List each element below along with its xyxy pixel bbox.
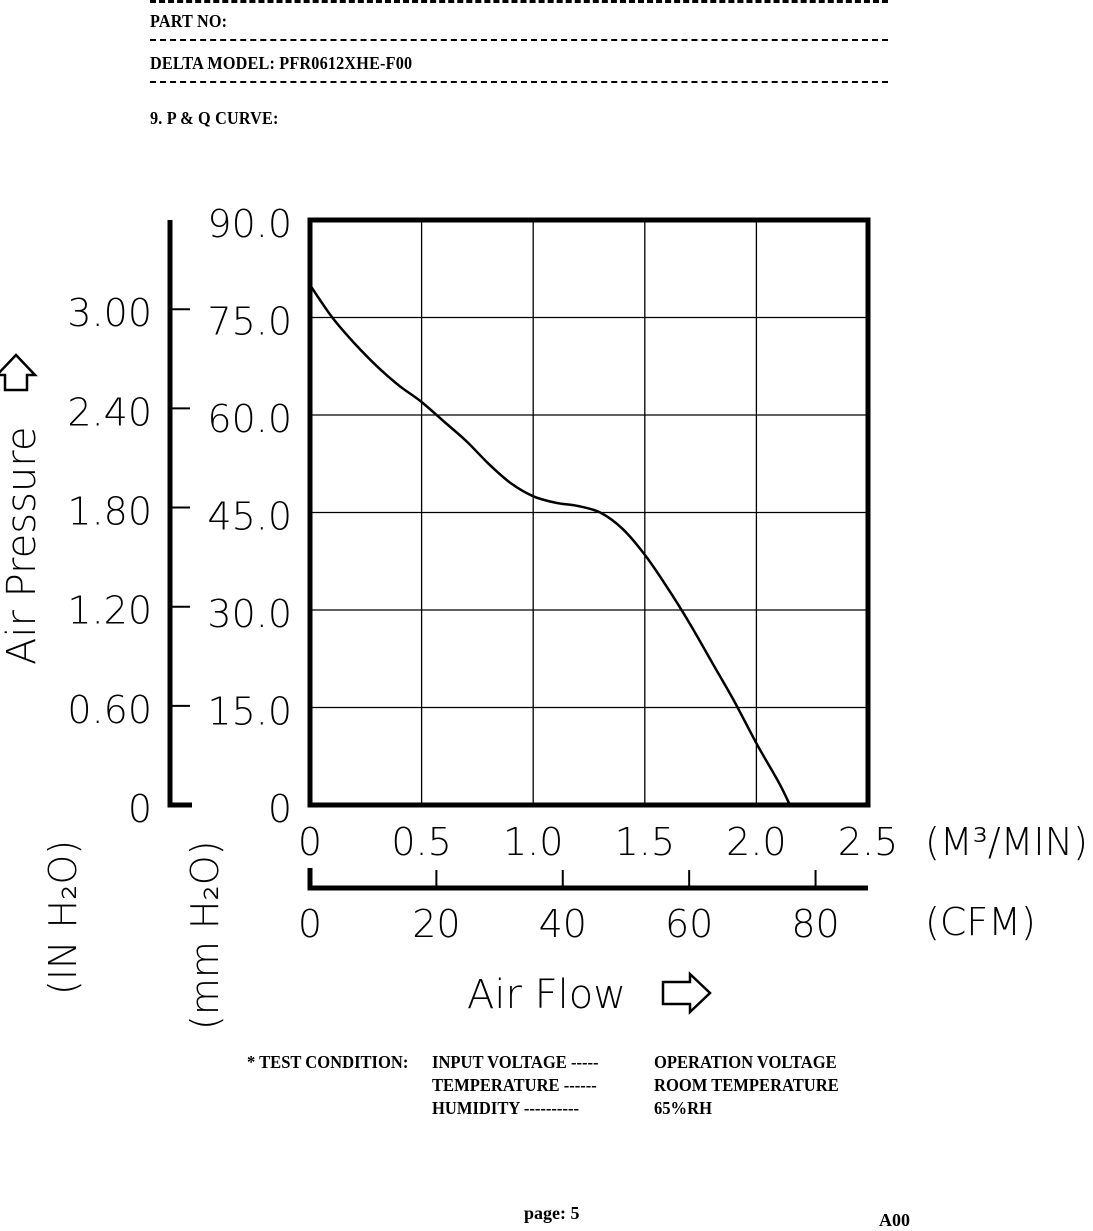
in-h2o-tick-label: 0	[128, 787, 152, 831]
pq-curve-line	[310, 285, 790, 805]
test-condition-name-1: INPUT VOLTAGE -----	[432, 1052, 599, 1073]
in-h2o-tick-label: 1.80	[67, 490, 152, 534]
test-condition-name-3: HUMIDITY ----------	[432, 1098, 579, 1119]
cfm-tick-label: 60	[665, 902, 713, 946]
air-pressure-title: Air Pressure	[0, 427, 45, 665]
m3-min-tick-label: 0.5	[391, 820, 451, 864]
mm-h2o-tick-label: 90.0	[207, 202, 292, 246]
test-condition-value-3: 65%RH	[654, 1098, 712, 1119]
test-condition-value-1: OPERATION VOLTAGE	[654, 1052, 837, 1073]
mm-h2o-unit-group: (mm H₂O)	[183, 841, 227, 1030]
mm-h2o-tick-label: 60.0	[207, 397, 292, 441]
m3-min-tick-label: 2.5	[838, 820, 898, 864]
test-condition-label: * TEST CONDITION:	[247, 1052, 408, 1073]
in-h2o-tick-label: 0.60	[67, 688, 152, 732]
cfm-tick-label: 0	[298, 902, 322, 946]
air-flow-arrow-icon	[663, 974, 710, 1012]
cfm-tick-label: 40	[539, 902, 587, 946]
m3-min-tick-label: 0	[298, 820, 322, 864]
mm-h2o-tick-label: 0	[268, 787, 292, 831]
test-condition-name-2: TEMPERATURE ------	[432, 1075, 597, 1096]
page-number: page: 5	[524, 1203, 580, 1224]
in-h2o-tick-label: 1.20	[67, 589, 152, 633]
air-flow-title: Air Flow	[467, 972, 626, 1018]
chart-tick-labels: 0 0.60 1.20 1.80 2.40 3.00 0 15.0 30.0 45.0 60.0 75…	[67, 202, 898, 946]
mm-h2o-tick-label: 15.0	[207, 690, 292, 734]
m3-min-tick-label: 1.5	[615, 820, 675, 864]
cfm-unit-label: (CFM)	[925, 900, 1036, 944]
mm-h2o-tick-label: 45.0	[207, 495, 292, 539]
air-pressure-arrow-icon	[0, 355, 35, 390]
chart-grid	[310, 220, 868, 805]
test-condition-value-2: ROOM TEMPERATURE	[654, 1075, 839, 1096]
in-h2o-tick-label: 3.00	[67, 291, 152, 335]
m3-min-unit-label: (M³/MIN)	[925, 820, 1088, 864]
cfm-tick-label: 80	[791, 902, 839, 946]
revision-code: A00	[879, 1210, 910, 1231]
m3-min-tick-label: 2.0	[726, 820, 786, 864]
mm-h2o-unit-label: (mm H₂O)	[183, 841, 227, 1030]
mm-h2o-tick-label: 30.0	[207, 592, 292, 636]
in-h2o-tick-label: 2.40	[67, 390, 152, 434]
chart-series	[310, 285, 790, 805]
in-h2o-unit-group: (IN H₂O)	[41, 840, 85, 995]
mm-h2o-tick-label: 75.0	[207, 300, 292, 344]
m3-min-tick-label: 1.0	[503, 820, 563, 864]
in-h2o-unit-label: (IN H₂O)	[41, 840, 85, 995]
cfm-tick-label: 20	[412, 902, 460, 946]
air-pressure-title-group: Air Pressure	[0, 427, 45, 665]
